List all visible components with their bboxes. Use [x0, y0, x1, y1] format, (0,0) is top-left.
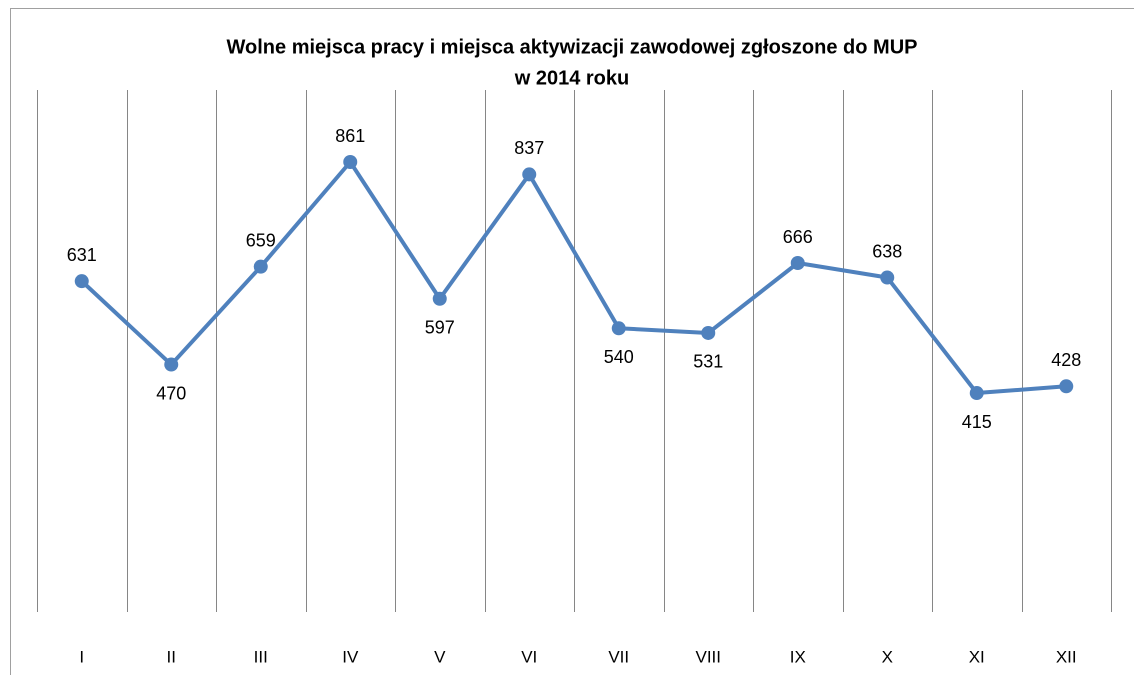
data-point: [343, 155, 358, 170]
x-tick-label: IV: [342, 647, 359, 666]
data-label: 631: [67, 245, 97, 265]
chart-title: w 2014 roku: [514, 67, 630, 89]
data-point: [74, 274, 89, 289]
x-tick-label: X: [882, 647, 893, 666]
x-tick-label: V: [434, 647, 446, 666]
data-point: [880, 270, 895, 285]
data-point: [790, 256, 805, 271]
data-point: [432, 291, 447, 306]
x-tick-label: IX: [790, 647, 806, 666]
data-point: [969, 386, 984, 401]
x-tick-label: VI: [521, 647, 537, 666]
x-tick-label: III: [254, 647, 268, 666]
data-label: 659: [246, 230, 276, 250]
data-point: [522, 167, 537, 182]
x-tick-label: XII: [1056, 647, 1077, 666]
data-label: 531: [693, 352, 723, 372]
data-label: 428: [1051, 350, 1081, 370]
data-label: 861: [335, 126, 365, 146]
x-tick-label: VIII: [695, 647, 721, 666]
data-label: 540: [604, 347, 634, 367]
data-label: 470: [156, 383, 186, 403]
x-tick-label: I: [79, 647, 84, 666]
x-tick-label: VII: [608, 647, 629, 666]
data-label: 415: [962, 412, 992, 432]
data-point: [253, 259, 268, 274]
chart-frame: [10, 8, 1134, 675]
data-label: 837: [514, 138, 544, 158]
data-label: 666: [783, 227, 813, 247]
chart-title: Wolne miejsca pracy i miejsca aktywizacj…: [227, 36, 918, 58]
x-tick-label: XI: [969, 647, 985, 666]
data-label: 638: [872, 241, 902, 261]
data-point: [701, 325, 716, 340]
data-label: 597: [425, 318, 455, 338]
data-point: [1059, 379, 1074, 394]
x-tick-label: II: [167, 647, 176, 666]
data-line: [80, 160, 1067, 396]
data-point: [164, 357, 179, 372]
data-point: [611, 321, 626, 336]
